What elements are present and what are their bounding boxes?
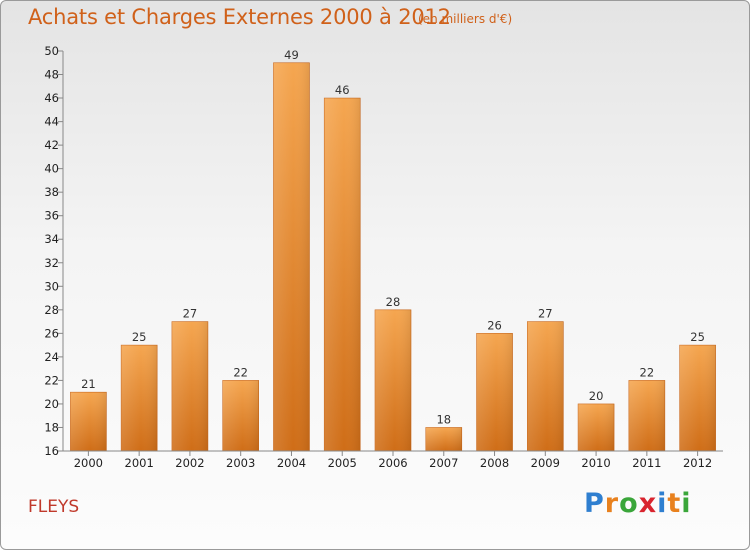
bars: 21 25 27 22 49 46 28 18 26 27 20 22 25 — [70, 48, 716, 452]
y-axis: 16 18 20 22 24 26 28 30 32 34 36 38 40 42 44 46 48 50 — [44, 44, 64, 458]
bar-shade — [171, 321, 208, 451]
bar-2002: 27 — [171, 307, 209, 452]
y-tick-label: 28 — [44, 303, 59, 317]
x-tick-label: 2001 — [125, 456, 154, 470]
bar-shade — [324, 98, 361, 451]
y-tick-label: 22 — [44, 373, 59, 387]
x-tick-label: 2011 — [632, 456, 661, 470]
data-label: 49 — [284, 48, 299, 62]
bar-shade — [679, 345, 716, 451]
data-label: 28 — [386, 295, 401, 309]
y-tick-label: 16 — [44, 444, 59, 458]
bar-shade — [375, 309, 411, 451]
logo-letter: t — [667, 488, 682, 519]
bar-2011: 22 — [628, 365, 666, 452]
y-tick-label: 20 — [44, 397, 59, 411]
data-label: 20 — [589, 389, 604, 403]
y-tick-label: 48 — [44, 68, 59, 82]
bar-2000: 21 — [70, 377, 107, 452]
y-tick-label: 36 — [44, 209, 59, 223]
bar-2009: 27 — [527, 307, 564, 452]
logo-letter: o — [619, 488, 639, 519]
data-label: 46 — [335, 83, 350, 97]
bar-shade — [222, 380, 259, 451]
bar-2004: 49 — [273, 48, 310, 452]
bar-2007: 18 — [425, 412, 463, 452]
logo-letter: x — [638, 488, 658, 519]
y-tick-label: 46 — [44, 91, 59, 105]
data-label: 26 — [487, 318, 502, 332]
city-name: FLEYS — [28, 497, 80, 517]
bar-2012: 25 — [679, 330, 716, 452]
logo-letter: P — [584, 488, 605, 519]
y-tick-label: 38 — [44, 185, 59, 199]
data-label: 27 — [538, 307, 553, 321]
y-tick-label: 24 — [44, 350, 59, 364]
y-tick-label: 42 — [44, 138, 59, 152]
x-tick-label: 2000 — [74, 456, 103, 470]
x-tick-label: 2007 — [429, 456, 458, 470]
bar-2005: 46 — [323, 83, 361, 452]
bar-shade — [425, 427, 462, 451]
bar-shade — [578, 403, 615, 451]
bar-shade — [273, 62, 310, 451]
bar-shade — [121, 345, 158, 451]
logo-letter: i — [657, 488, 668, 519]
data-label: 27 — [183, 307, 198, 321]
bar-shade — [527, 321, 564, 451]
y-tick-label: 26 — [44, 326, 59, 340]
y-tick-label: 50 — [44, 44, 59, 58]
y-tick-label: 34 — [44, 232, 59, 246]
y-tick-label: 44 — [44, 115, 59, 129]
y-tick-label: 30 — [44, 279, 59, 293]
x-tick-label: 2006 — [378, 456, 407, 470]
x-tick-label: 2009 — [531, 456, 560, 470]
bar-2001: 25 — [120, 330, 158, 452]
proxiti-logo: Proxiti — [584, 488, 692, 519]
x-tick-label: 2008 — [480, 456, 509, 470]
x-tick-label: 2002 — [175, 456, 204, 470]
x-tick-label: 2010 — [581, 456, 610, 470]
data-label: 18 — [436, 412, 451, 426]
bar-2010: 20 — [577, 389, 615, 452]
y-tick-label: 40 — [44, 162, 59, 176]
bar-shade — [628, 380, 665, 451]
y-tick-label: 18 — [44, 420, 59, 434]
bar-shade — [70, 392, 107, 451]
x-axis: 2000 2001 2002 2003 2004 2005 2006 2007 2008 2009… — [63, 450, 723, 470]
data-label: 22 — [640, 365, 655, 379]
logo-letter: i — [681, 488, 692, 519]
bar-2008: 26 — [476, 318, 513, 452]
bar-shade — [476, 333, 513, 451]
x-tick-label: 2003 — [226, 456, 255, 470]
data-label: 25 — [132, 330, 147, 344]
data-label: 21 — [81, 377, 96, 391]
data-label: 22 — [233, 365, 248, 379]
x-tick-label: 2004 — [277, 456, 306, 470]
y-tick-label: 32 — [44, 256, 59, 270]
logo-letter: r — [604, 488, 620, 519]
bar-2003: 22 — [222, 365, 259, 452]
x-tick-label: 2005 — [328, 456, 357, 470]
chart-subtitle: (en milliers d'€) — [418, 12, 513, 26]
chart-title: Achats et Charges Externes 2000 à 2012 — [28, 5, 451, 29]
x-tick-label: 2012 — [683, 456, 712, 470]
bar-2006: 28 — [374, 295, 412, 452]
data-label: 25 — [690, 330, 705, 344]
